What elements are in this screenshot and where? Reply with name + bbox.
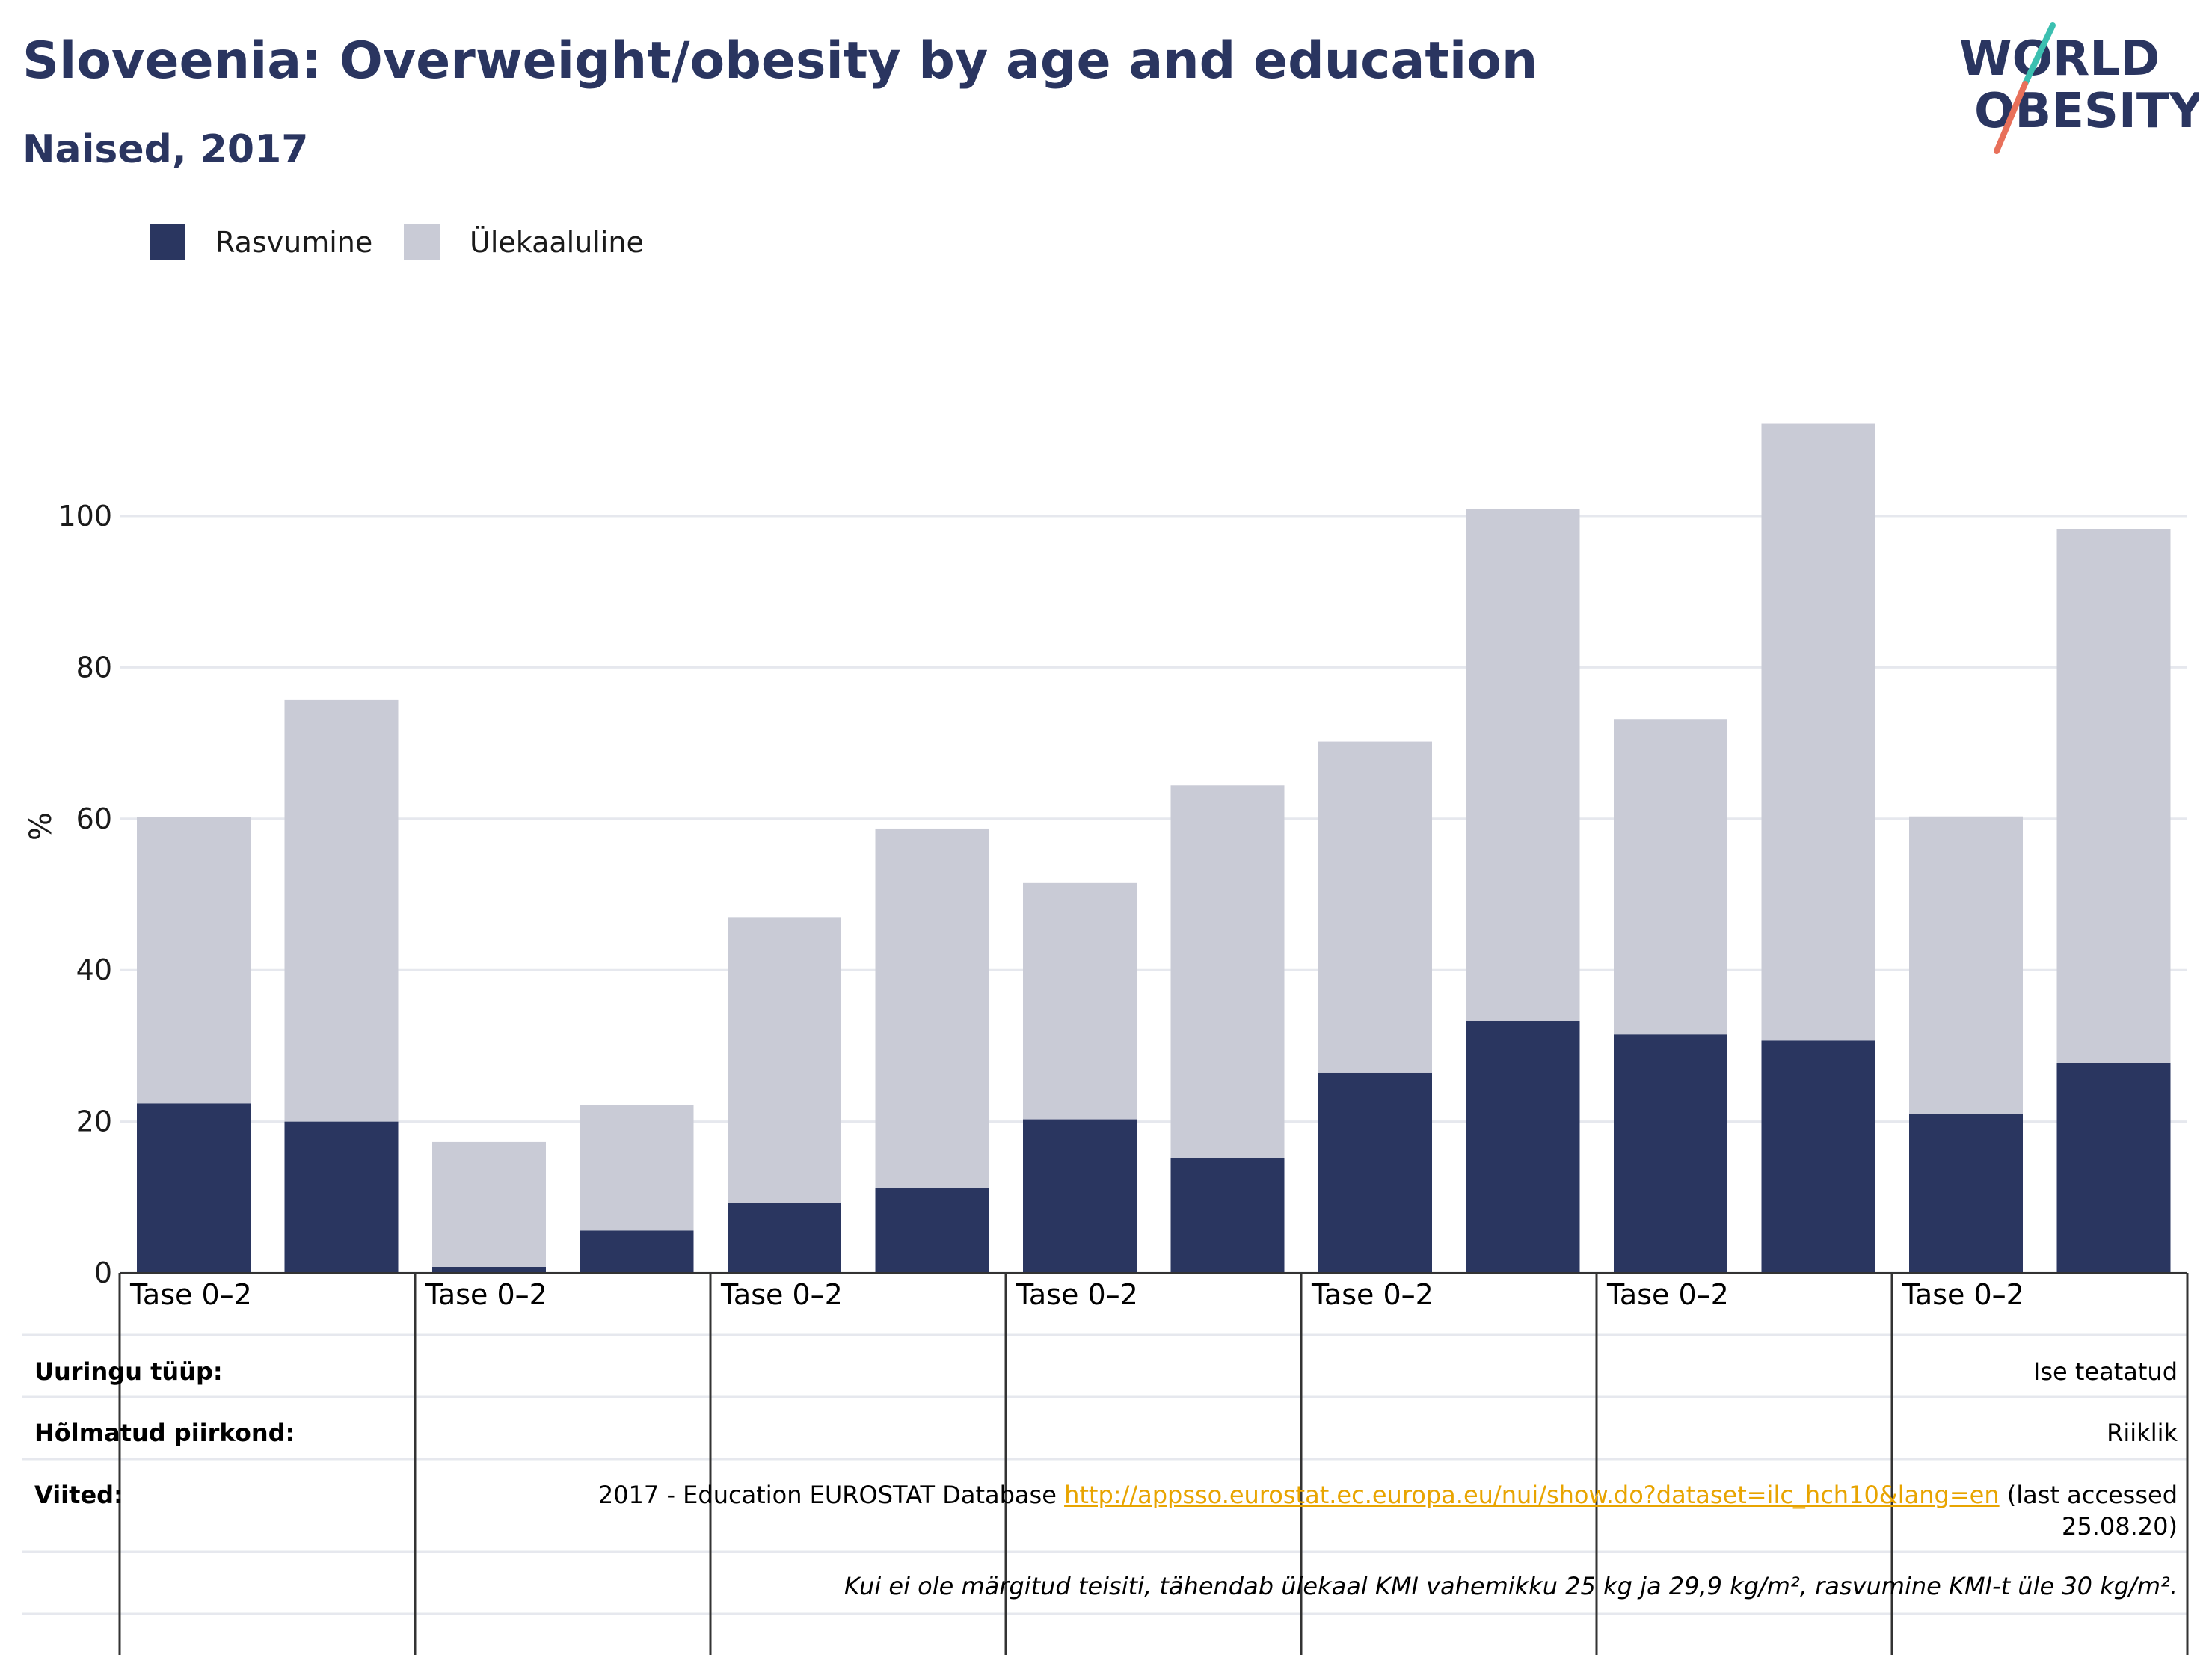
legend-swatch-rasvumine <box>150 224 185 260</box>
group-label-3: Tase 0–2 <box>1016 1278 1138 1311</box>
logo-slash-top <box>2022 22 2056 87</box>
y-tick-label-60: 60 <box>76 802 112 835</box>
bar-rasvumine-13 <box>2056 1063 2171 1273</box>
survey-type-value: Ise teatatud <box>2033 1357 2178 1386</box>
bar-ulekaaluline-0 <box>137 817 251 1104</box>
y-tick-label-40: 40 <box>76 954 112 986</box>
bar-ulekaaluline-5 <box>875 828 989 1188</box>
references-label: Viited: <box>34 1481 123 1509</box>
bar-ulekaaluline-9 <box>1466 509 1580 1022</box>
bar-ulekaaluline-4 <box>728 917 841 1203</box>
legend-label-rasvumine: Rasvumine <box>215 226 373 259</box>
logo-slash-bottom <box>1994 81 2028 154</box>
page-subtitle: Naised, 2017 <box>22 127 309 172</box>
bar-rasvumine-10 <box>1614 1034 1727 1273</box>
survey-type-label: Uuringu tüüp: <box>34 1357 223 1386</box>
y-tick-label-100: 100 <box>58 500 112 532</box>
references-link[interactable]: http://appsso.eurostat.ec.europa.eu/nui/… <box>1064 1481 2000 1509</box>
bar-ulekaaluline-11 <box>1761 423 1875 1041</box>
page-title: Sloveenia: Overweight/obesity by age and… <box>22 31 1538 90</box>
group-label-1: Tase 0–2 <box>425 1278 547 1311</box>
bar-rasvumine-11 <box>1761 1040 1875 1273</box>
world-obesity-logo: WORLD OBESITY <box>1959 22 2199 154</box>
group-label-6: Tase 0–2 <box>1902 1278 2024 1311</box>
bar-ulekaaluline-2 <box>432 1141 546 1267</box>
bar-rasvumine-8 <box>1318 1072 1432 1273</box>
y-tick-label-20: 20 <box>76 1105 112 1138</box>
bar-rasvumine-9 <box>1466 1021 1580 1273</box>
logo-line1: WORLD <box>1959 31 2160 87</box>
references-text-before: 2017 - Education EUROSTAT Database <box>597 1481 1065 1509</box>
bar-rasvumine-3 <box>580 1230 694 1273</box>
bar-rasvumine-6 <box>1023 1119 1137 1273</box>
bar-rasvumine-0 <box>137 1103 251 1273</box>
bar-ulekaaluline-8 <box>1318 741 1432 1073</box>
legend-label-ulekaaluline: Ülekaaluline <box>470 226 644 259</box>
group-label-2: Tase 0–2 <box>720 1278 843 1311</box>
group-label-4: Tase 0–2 <box>1311 1278 1434 1311</box>
legend-swatch-ulekaaluline <box>404 224 440 260</box>
region-label: Hõlmatud piirkond: <box>34 1419 295 1447</box>
y-tick-label-80: 80 <box>76 651 112 684</box>
bar-rasvumine-7 <box>1170 1158 1285 1273</box>
references-line2: 25.08.20) <box>2062 1512 2178 1541</box>
bar-rasvumine-4 <box>728 1203 841 1273</box>
bar-ulekaaluline-1 <box>284 699 399 1122</box>
references-line: 2017 - Education EUROSTAT Database http:… <box>598 1481 2178 1509</box>
bar-rasvumine-1 <box>284 1121 399 1273</box>
bar-rasvumine-2 <box>432 1266 546 1273</box>
y-axis-label: % <box>24 812 58 841</box>
y-tick-label-0: 0 <box>94 1256 112 1289</box>
bar-rasvumine-12 <box>1909 1114 2023 1273</box>
bar-ulekaaluline-13 <box>2056 529 2171 1063</box>
group-label-5: Tase 0–2 <box>1606 1278 1729 1311</box>
bar-ulekaaluline-7 <box>1170 785 1285 1158</box>
bar-ulekaaluline-10 <box>1614 719 1727 1035</box>
bar-ulekaaluline-12 <box>1909 816 2023 1114</box>
bar-ulekaaluline-3 <box>580 1105 694 1231</box>
bar-rasvumine-5 <box>875 1188 989 1273</box>
region-value: Riiklik <box>2107 1419 2178 1447</box>
references-text-after: (last accessed <box>1999 1481 2178 1509</box>
group-label-0: Tase 0–2 <box>129 1278 252 1311</box>
bar-ulekaaluline-6 <box>1023 882 1137 1120</box>
footnote: Kui ei ole märgitud teisiti, tähendab ül… <box>844 1572 2178 1600</box>
